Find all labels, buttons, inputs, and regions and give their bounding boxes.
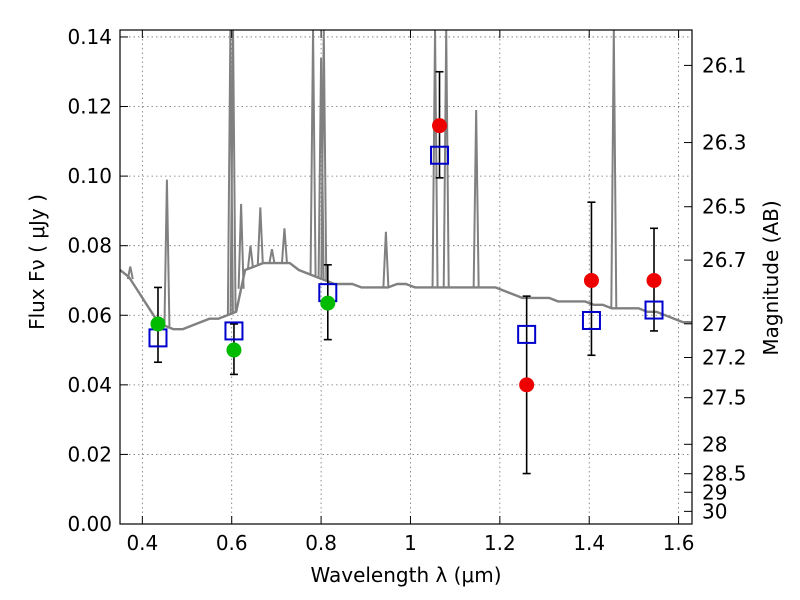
y2-tick-label: 28 — [702, 432, 727, 456]
plot-data — [120, 30, 692, 475]
emission-line-spike — [472, 109, 480, 288]
model-mag-square-point — [430, 145, 450, 165]
observed-point — [583, 272, 599, 288]
emission-line-spike — [610, 30, 618, 309]
y-tick-label: 0.04 — [67, 373, 112, 397]
observed-point — [432, 118, 448, 134]
y2-tick-label: 27.2 — [702, 345, 747, 369]
y2-tick-label: 26.3 — [702, 131, 747, 155]
emission-line-spike — [163, 179, 171, 327]
grid — [120, 30, 692, 525]
observed-point — [646, 272, 662, 288]
y2-tick-label: 30 — [702, 499, 727, 523]
detection-point — [226, 342, 242, 358]
y2-tick-label: 27.5 — [702, 386, 747, 410]
emission-line-spike — [442, 30, 450, 288]
y-tick-label: 0.08 — [67, 234, 112, 258]
y-tick-label: 0.10 — [67, 164, 112, 188]
y-tick-label: 0.06 — [67, 303, 112, 327]
emission-line-spike — [237, 203, 245, 289]
emission-line-spike — [268, 248, 276, 264]
x-tick-label: 0.8 — [305, 531, 337, 555]
emission-line-spike — [309, 30, 317, 276]
x-tick-label: 1.2 — [484, 531, 516, 555]
y-tick-label: 0.02 — [67, 442, 112, 466]
y-tick-label: 0.12 — [67, 95, 112, 119]
y2-tick-label: 26.1 — [702, 53, 747, 77]
emission-line-spike — [229, 30, 237, 314]
plot-frame — [119, 29, 693, 525]
model-mag-square-point — [644, 300, 664, 320]
x-tick-label: 1 — [404, 531, 417, 555]
emission-line-spike — [126, 266, 134, 280]
x-tick-label: 1.6 — [663, 531, 695, 555]
x-tick-label: 1.4 — [573, 531, 605, 555]
detection-point — [320, 295, 336, 311]
emission-line-spike — [256, 207, 264, 265]
y-tick-label: 0.14 — [67, 25, 112, 49]
model-mag-square-point — [517, 324, 537, 344]
y2-tick-label: 26.5 — [702, 195, 747, 219]
y2-tick-label: 26.7 — [702, 248, 747, 272]
y-tick-label: 0.00 — [67, 512, 112, 536]
emission-line-spike — [246, 245, 254, 269]
y-axis-label: Flux Fν ( μJy ) — [25, 194, 49, 330]
detection-point — [150, 316, 166, 332]
model-mag-square-point — [224, 321, 244, 341]
y2-tick-label: 29 — [702, 480, 727, 504]
emission-line-spike — [431, 30, 439, 288]
observed-point — [519, 377, 535, 393]
emission-line-spike — [320, 30, 328, 280]
axis-ticks: 0.4 0.6 0.8 1 1.2 1.4 1.6 0.00 0.02 0.04 0.06 0.08 0… — [67, 25, 746, 555]
y2-tick-label: 28.5 — [702, 462, 747, 486]
model-mag-square-point — [581, 310, 601, 330]
x-axis-label: Wavelength λ (μm) — [310, 563, 501, 587]
y2-axis-label: Magnitude (AB) — [759, 200, 783, 355]
emission-line-spike — [280, 228, 288, 264]
x-tick-label: 0.4 — [126, 531, 158, 555]
model-spectrum-line — [120, 261, 692, 331]
y2-tick-label: 27 — [702, 312, 727, 336]
x-tick-label: 0.6 — [216, 531, 248, 555]
emission-line-spike — [382, 231, 390, 288]
